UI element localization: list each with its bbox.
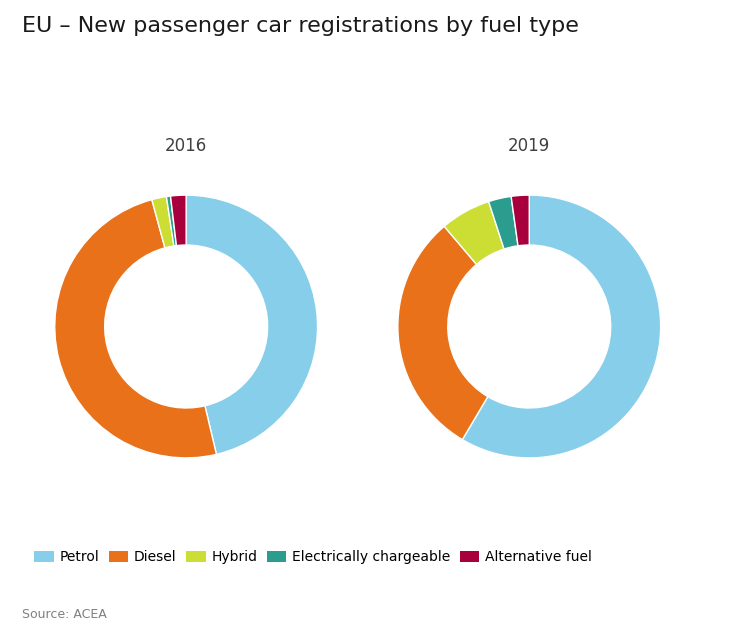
Wedge shape [445, 202, 504, 264]
Wedge shape [511, 195, 529, 246]
Wedge shape [55, 200, 216, 458]
Wedge shape [398, 226, 488, 439]
Legend: Petrol, Diesel, Hybrid, Electrically chargeable, Alternative fuel: Petrol, Diesel, Hybrid, Electrically cha… [29, 545, 597, 570]
Wedge shape [186, 195, 318, 455]
Wedge shape [462, 195, 661, 458]
Wedge shape [152, 197, 174, 248]
Wedge shape [166, 196, 177, 246]
Wedge shape [488, 197, 518, 249]
Title: 2019: 2019 [508, 137, 550, 155]
Wedge shape [171, 195, 186, 245]
Text: Source: ACEA: Source: ACEA [22, 608, 107, 621]
Text: EU – New passenger car registrations by fuel type: EU – New passenger car registrations by … [22, 16, 579, 36]
Title: 2016: 2016 [165, 137, 207, 155]
